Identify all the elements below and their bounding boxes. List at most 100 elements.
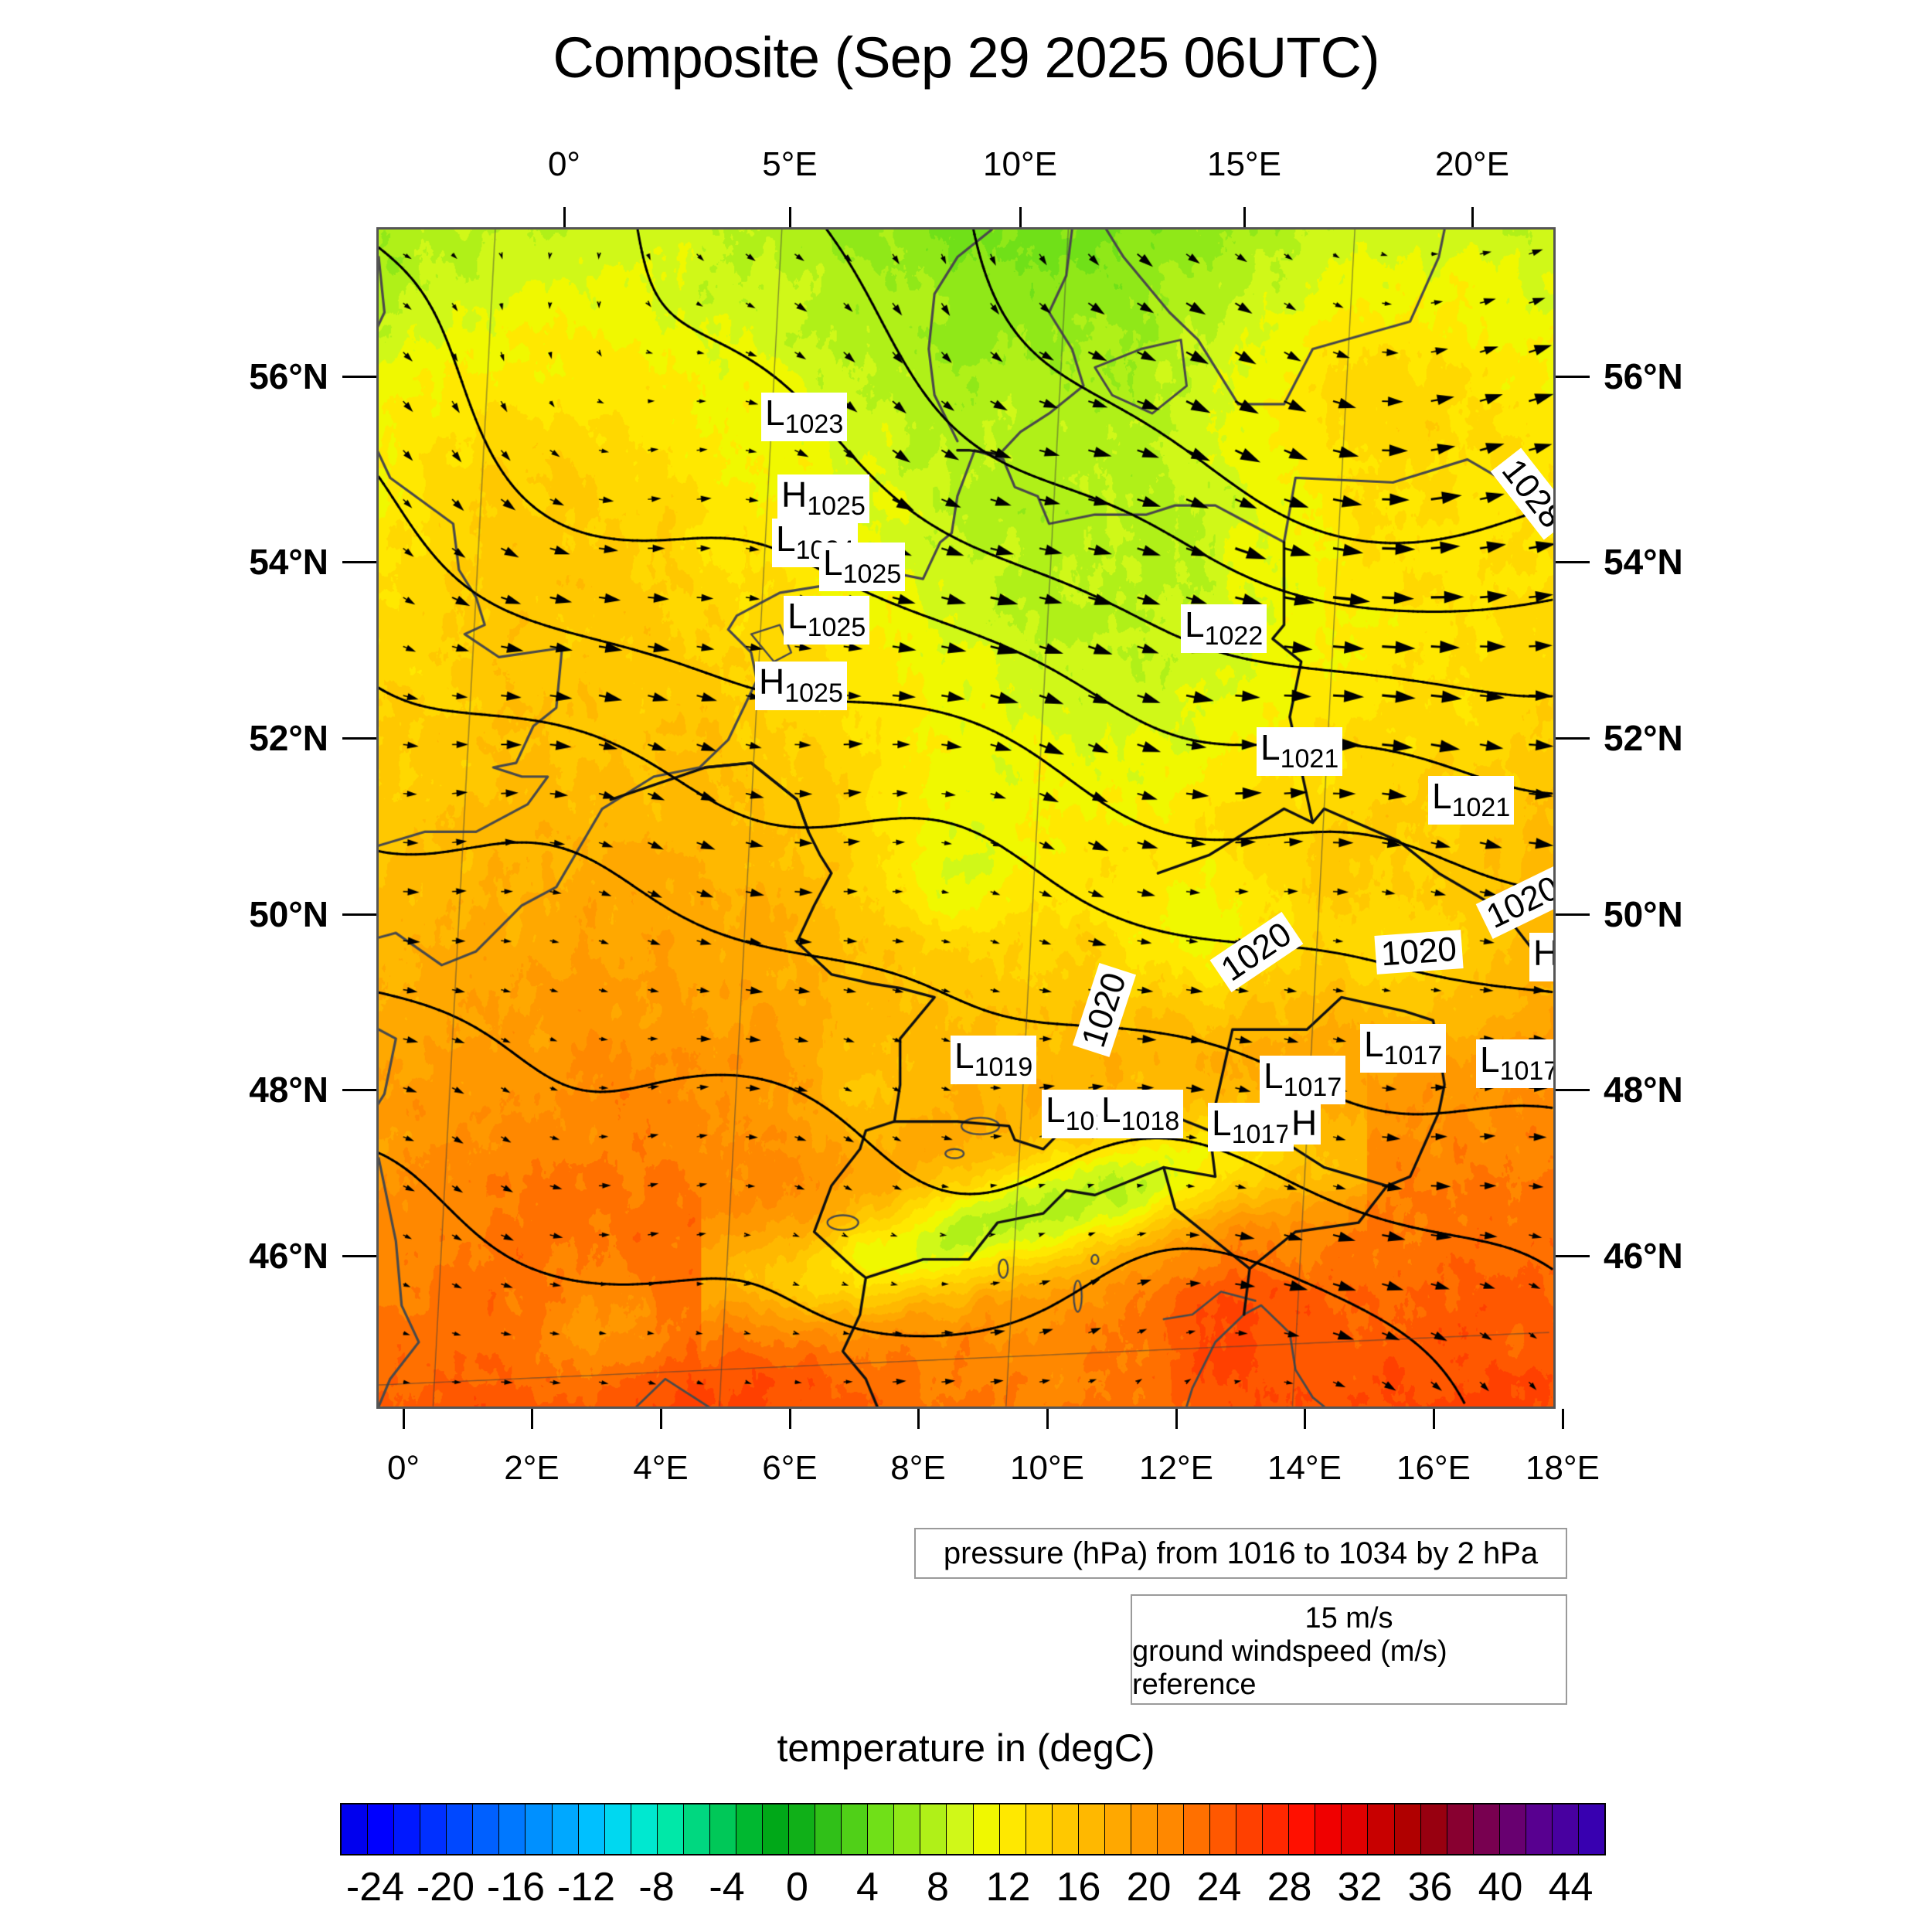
- axis-tick-mark: [660, 1409, 662, 1429]
- pressure-center-type: L: [1185, 604, 1205, 645]
- pressure-center-value: 1025: [842, 560, 902, 590]
- pressure-center-type: L: [765, 393, 785, 433]
- colorbar-swatch: [973, 1804, 1000, 1854]
- colorbar: [340, 1803, 1606, 1855]
- colorbar-swatch: [657, 1804, 684, 1854]
- colorbar-tick-label: -8: [638, 1865, 675, 1910]
- pressure-center-type: L: [1212, 1103, 1232, 1143]
- pressure-label-H1020: H1020: [1529, 933, 1553, 982]
- lon-tick-bottom: 16°E: [1396, 1449, 1471, 1487]
- lat-tick-left: 52°N: [249, 718, 328, 758]
- lon-tick-top: 20°E: [1435, 145, 1509, 183]
- colorbar-tick-label: 4: [856, 1865, 879, 1910]
- pressure-center-type: L: [1264, 1056, 1284, 1096]
- colorbar-swatch: [999, 1804, 1026, 1854]
- colorbar-tick-label: 32: [1337, 1865, 1383, 1910]
- pressure-center-value: 1025: [807, 492, 866, 522]
- pressure-label-H1025b: H1025: [755, 662, 847, 711]
- lon-tick-bottom: 8°E: [890, 1449, 946, 1487]
- colorbar-swatch: [1052, 1804, 1079, 1854]
- wind-reference-value: 15 m/s: [1304, 1602, 1393, 1634]
- axis-tick-mark: [342, 376, 376, 378]
- axis-tick-mark: [1175, 1409, 1178, 1429]
- colorbar-swatch: [736, 1804, 763, 1854]
- colorbar-tick-label: 24: [1196, 1865, 1242, 1910]
- pressure-center-type: L: [1046, 1090, 1066, 1130]
- colorbar-swatch: [1315, 1804, 1342, 1854]
- pressure-center-type: L: [1260, 727, 1281, 767]
- pressure-center-type: L: [1480, 1039, 1500, 1080]
- colorbar-swatch: [709, 1804, 736, 1854]
- colorbar-swatch: [1026, 1804, 1053, 1854]
- colorbar-tick-label: -12: [556, 1865, 616, 1910]
- pressure-center-type: L: [1432, 776, 1452, 816]
- pressure-label-L1021a: L1021: [1257, 727, 1343, 777]
- axis-tick-mark: [342, 913, 376, 916]
- axis-tick-mark: [563, 207, 566, 227]
- axis-tick-mark: [917, 1409, 920, 1429]
- page-title: Composite (Sep 29 2025 06UTC): [553, 26, 1379, 90]
- colorbar-swatch: [1394, 1804, 1421, 1854]
- pressure-center-value: 1023: [784, 410, 844, 440]
- colorbar-tick-label: 36: [1407, 1865, 1453, 1910]
- pressure-center-value: 1017: [1283, 1073, 1342, 1103]
- wind-reference-caption: ground windspeed (m/s) reference: [1132, 1635, 1447, 1701]
- lon-tick-bottom: 0°: [386, 1449, 420, 1487]
- colorbar-swatch: [1236, 1804, 1264, 1854]
- colorbar-tick-label: 16: [1056, 1865, 1101, 1910]
- pressure-center-value: 1025: [784, 679, 843, 709]
- colorbar-swatch: [552, 1804, 579, 1854]
- lat-tick-right: 54°N: [1604, 542, 1683, 582]
- pressure-label-H-edge: H: [1287, 1103, 1321, 1145]
- lat-tick-right: 50°N: [1604, 894, 1683, 934]
- axis-tick-mark: [1562, 1409, 1564, 1429]
- colorbar-tick-label: -20: [416, 1865, 475, 1910]
- axis-tick-mark: [531, 1409, 533, 1429]
- axis-tick-mark: [1556, 1089, 1590, 1091]
- lon-tick-top: 15°E: [1207, 145, 1281, 183]
- axis-tick-mark: [1556, 1255, 1590, 1257]
- lon-tick-bottom: 6°E: [762, 1449, 818, 1487]
- lat-tick-left: 54°N: [249, 542, 328, 582]
- pressure-center-value: 1025: [807, 613, 866, 643]
- lat-tick-left: 56°N: [249, 356, 328, 396]
- weather-map[interactable]: L1023H1025L1024L1025L1025H1025L1022L1021…: [376, 227, 1556, 1409]
- axis-tick-mark: [1556, 561, 1590, 563]
- colorbar-swatch: [1289, 1804, 1316, 1854]
- colorbar-tick-label: -24: [345, 1865, 405, 1910]
- lon-tick-top: 10°E: [983, 145, 1057, 183]
- axis-tick-mark: [1556, 376, 1590, 378]
- lon-tick-bottom: 4°E: [633, 1449, 689, 1487]
- colorbar-swatch: [604, 1804, 631, 1854]
- pressure-center-type: L: [823, 543, 843, 583]
- lat-tick-right: 52°N: [1604, 718, 1683, 758]
- pressure-label-L1022a: L1022: [1181, 604, 1267, 654]
- colorbar-swatch: [1526, 1804, 1553, 1854]
- axis-tick-mark: [342, 561, 376, 563]
- axis-tick-mark: [1304, 1409, 1306, 1429]
- pressure-label-L1017a: L1017: [1360, 1024, 1447, 1073]
- pressure-label-L1021b: L1021: [1428, 776, 1515, 825]
- pressure-center-type: L: [787, 596, 808, 636]
- colorbar-tick-label: 28: [1267, 1865, 1312, 1910]
- colorbar-swatch: [1447, 1804, 1474, 1854]
- axis-tick-mark: [1556, 913, 1590, 916]
- axis-tick-mark: [342, 737, 376, 740]
- colorbar-swatch: [394, 1804, 421, 1854]
- pressure-center-type: L: [1364, 1024, 1384, 1064]
- pressure-center-value: 1017: [1231, 1120, 1291, 1150]
- lat-tick-left: 50°N: [249, 894, 328, 934]
- colorbar-tick-label: -16: [486, 1865, 546, 1910]
- colorbar-swatch: [683, 1804, 710, 1854]
- colorbar-swatch: [920, 1804, 947, 1854]
- colorbar-swatch: [815, 1804, 842, 1854]
- pressure-center-type: L: [776, 519, 796, 559]
- colorbar-swatch: [499, 1804, 526, 1854]
- colorbar-tick-labels: -24 -20 -16 -12 -8 -4 0 4 8 12 16 20 24 28 32 36 40 44: [340, 1864, 1606, 1910]
- axis-tick-mark: [1046, 1409, 1049, 1429]
- pressure-legend-text: pressure (hPa) from 1016 to 1034 by 2 hP…: [943, 1536, 1539, 1570]
- colorbar-swatch: [526, 1804, 553, 1854]
- colorbar-swatch: [1131, 1804, 1158, 1854]
- pressure-label-L1025b: L1025: [784, 596, 870, 645]
- colorbar-swatch: [1368, 1804, 1395, 1854]
